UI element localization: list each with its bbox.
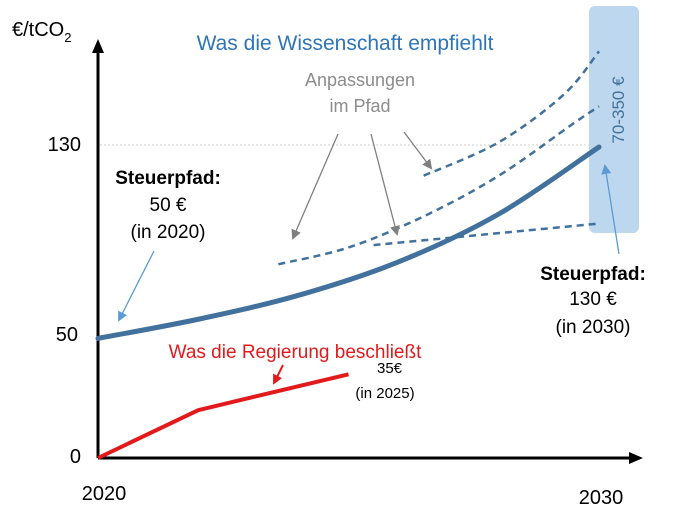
- left-steuerpfad-pointer: [118, 250, 155, 322]
- government-value: 35€: [377, 360, 403, 377]
- right-steuerpfad-year: (in 2030): [556, 317, 631, 338]
- adjust-pointer-right: [403, 131, 433, 170]
- government-title: Was die Regierung beschließt: [169, 342, 422, 363]
- right-steuerpfad-value: 130 €: [569, 289, 617, 310]
- adjustment-path-top: [423, 50, 600, 177]
- adjust-label-line2: im Pfad: [329, 96, 390, 116]
- range-band: [589, 6, 639, 233]
- left-steuerpfad-value: 50 €: [150, 195, 187, 216]
- adjust-label-line1: Anpassungen: [305, 70, 415, 90]
- y-axis-label: €/tCO2: [12, 19, 71, 45]
- y-tick-0: 0: [70, 446, 81, 468]
- government-pointer: [273, 364, 284, 385]
- right-steuerpfad-title: Steuerpfad:: [540, 264, 646, 285]
- adjustment-path-upper: [278, 105, 600, 266]
- x-tick-2030: 2030: [579, 487, 624, 509]
- range-label: 70-350 €: [609, 76, 628, 144]
- y-tick-50: 50: [56, 324, 78, 346]
- science-path-line: [95, 144, 602, 341]
- left-steuerpfad-title: Steuerpfad:: [115, 168, 221, 189]
- government-year: (in 2025): [355, 385, 414, 402]
- government-path-line: [97, 372, 349, 460]
- right-steuerpfad-pointer: [601, 164, 620, 255]
- science-title: Was die Wissenschaft empfiehlt: [197, 32, 494, 55]
- adjust-pointer-middle: [370, 133, 400, 236]
- adjust-pointer-left: [291, 133, 339, 240]
- x-tick-2020: 2020: [82, 483, 127, 505]
- left-steuerpfad-year: (in 2020): [131, 222, 206, 243]
- adjustment-path-lower: [373, 222, 600, 247]
- y-tick-130: 130: [48, 134, 81, 156]
